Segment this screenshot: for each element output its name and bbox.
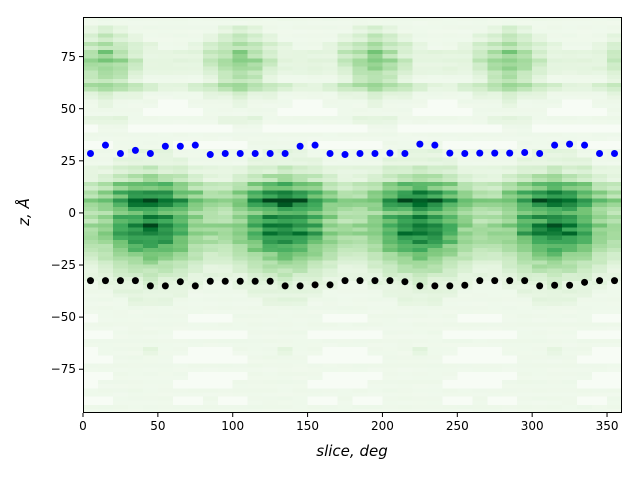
x-axis-label: slice, deg <box>316 442 388 460</box>
upper-boundary-dot <box>611 150 619 158</box>
lower-boundary-dot <box>116 277 124 285</box>
upper-boundary-dot <box>236 150 244 158</box>
upper-boundary-dot <box>311 141 319 149</box>
lower-boundary-dot <box>311 281 319 289</box>
x-tick-label: 350 <box>595 419 619 433</box>
lower-boundary-dot <box>236 277 244 285</box>
upper-boundary-dot <box>251 150 259 158</box>
x-tick-label: 0 <box>79 419 87 433</box>
lower-boundary-dot <box>491 277 499 285</box>
heatmap-image <box>83 17 622 413</box>
lower-boundary-dot <box>206 277 214 285</box>
upper-boundary-dot <box>161 142 169 150</box>
lower-boundary-dot <box>566 281 574 289</box>
y-tick-label: 0 <box>68 205 76 220</box>
lower-boundary-dot <box>446 282 454 290</box>
upper-boundary-dot <box>206 151 214 159</box>
lower-boundary-dot <box>326 281 334 289</box>
lower-boundary-dot <box>86 277 94 285</box>
y-tick-label: 75 <box>60 49 76 64</box>
lower-boundary-dot <box>266 277 274 285</box>
lower-boundary-dot <box>101 277 109 285</box>
lower-boundary-dot <box>461 281 469 289</box>
upper-boundary-dot <box>416 140 424 148</box>
upper-boundary-dot <box>551 141 559 149</box>
lower-boundary-dot <box>506 277 514 285</box>
lower-boundary-dot <box>476 277 484 285</box>
lower-boundary-dot <box>191 282 199 290</box>
upper-boundary-dot <box>521 148 529 156</box>
lower-boundary-dot <box>296 282 304 290</box>
lower-boundary-dot <box>131 277 139 285</box>
upper-boundary-dot <box>281 150 289 158</box>
upper-boundary-dot <box>446 149 454 157</box>
upper-boundary-dot <box>101 141 109 149</box>
upper-boundary-dot <box>341 151 349 159</box>
lower-boundary-dot <box>281 282 289 290</box>
upper-boundary-dot <box>431 141 439 149</box>
upper-boundary-dot <box>86 150 94 158</box>
y-tick-label: 50 <box>60 101 76 116</box>
upper-boundary-dot <box>401 150 409 158</box>
y-tick-label: −50 <box>50 310 76 325</box>
upper-boundary-dot <box>146 150 154 158</box>
lower-boundary-dot <box>386 277 394 285</box>
upper-boundary-dot <box>476 149 484 157</box>
upper-boundary-dot <box>536 150 544 158</box>
upper-boundary-dot <box>326 150 334 158</box>
lower-boundary-dot <box>551 281 559 289</box>
upper-boundary-dot <box>296 142 304 150</box>
upper-boundary-dot <box>566 140 574 148</box>
upper-boundary-dot <box>461 150 469 158</box>
upper-boundary-dot <box>191 141 199 149</box>
upper-boundary-dot <box>356 150 364 158</box>
upper-boundary-dot <box>386 149 394 157</box>
y-axis-label: z, Å <box>15 198 33 226</box>
upper-boundary-dot <box>176 142 184 150</box>
lower-boundary-dot <box>416 282 424 290</box>
upper-boundary-dot <box>116 150 124 158</box>
y-tick-label: −25 <box>50 258 76 273</box>
lower-boundary-dot <box>371 277 379 285</box>
lower-boundary-dot <box>341 277 349 285</box>
lower-boundary-dot <box>611 277 619 285</box>
lower-boundary-dot <box>221 277 229 285</box>
lower-boundary-dot <box>521 277 529 285</box>
y-tick-label: −75 <box>50 362 76 377</box>
x-tick-label: 200 <box>370 419 394 433</box>
lower-boundary-dot <box>581 278 589 286</box>
axes-spine <box>83 17 622 413</box>
upper-boundary-dot <box>131 146 139 154</box>
upper-boundary-dot <box>506 149 514 157</box>
lower-boundary-dot <box>401 278 409 286</box>
upper-boundary-dot <box>221 150 229 158</box>
lower-boundary-dot <box>161 282 169 290</box>
upper-boundary-dot <box>491 149 499 157</box>
x-tick-label: 250 <box>445 419 469 433</box>
y-tick-label: 25 <box>60 153 76 168</box>
x-tick-label: 100 <box>221 419 245 433</box>
upper-boundary-dot <box>371 150 379 158</box>
lower-boundary-dot <box>356 277 364 285</box>
upper-boundary-dot <box>266 150 274 158</box>
lower-boundary-dot <box>146 282 154 290</box>
x-tick-label: 150 <box>296 419 320 433</box>
upper-boundary-dot <box>581 141 589 149</box>
lower-boundary-dot <box>596 277 604 285</box>
lower-boundary-dot <box>251 277 259 285</box>
lower-boundary-dot <box>431 282 439 290</box>
upper-boundary-dot <box>596 150 604 158</box>
x-tick-label: 300 <box>520 419 544 433</box>
x-tick-label: 50 <box>150 419 166 433</box>
lower-boundary-dot <box>176 278 184 286</box>
lower-boundary-dot <box>536 282 544 290</box>
